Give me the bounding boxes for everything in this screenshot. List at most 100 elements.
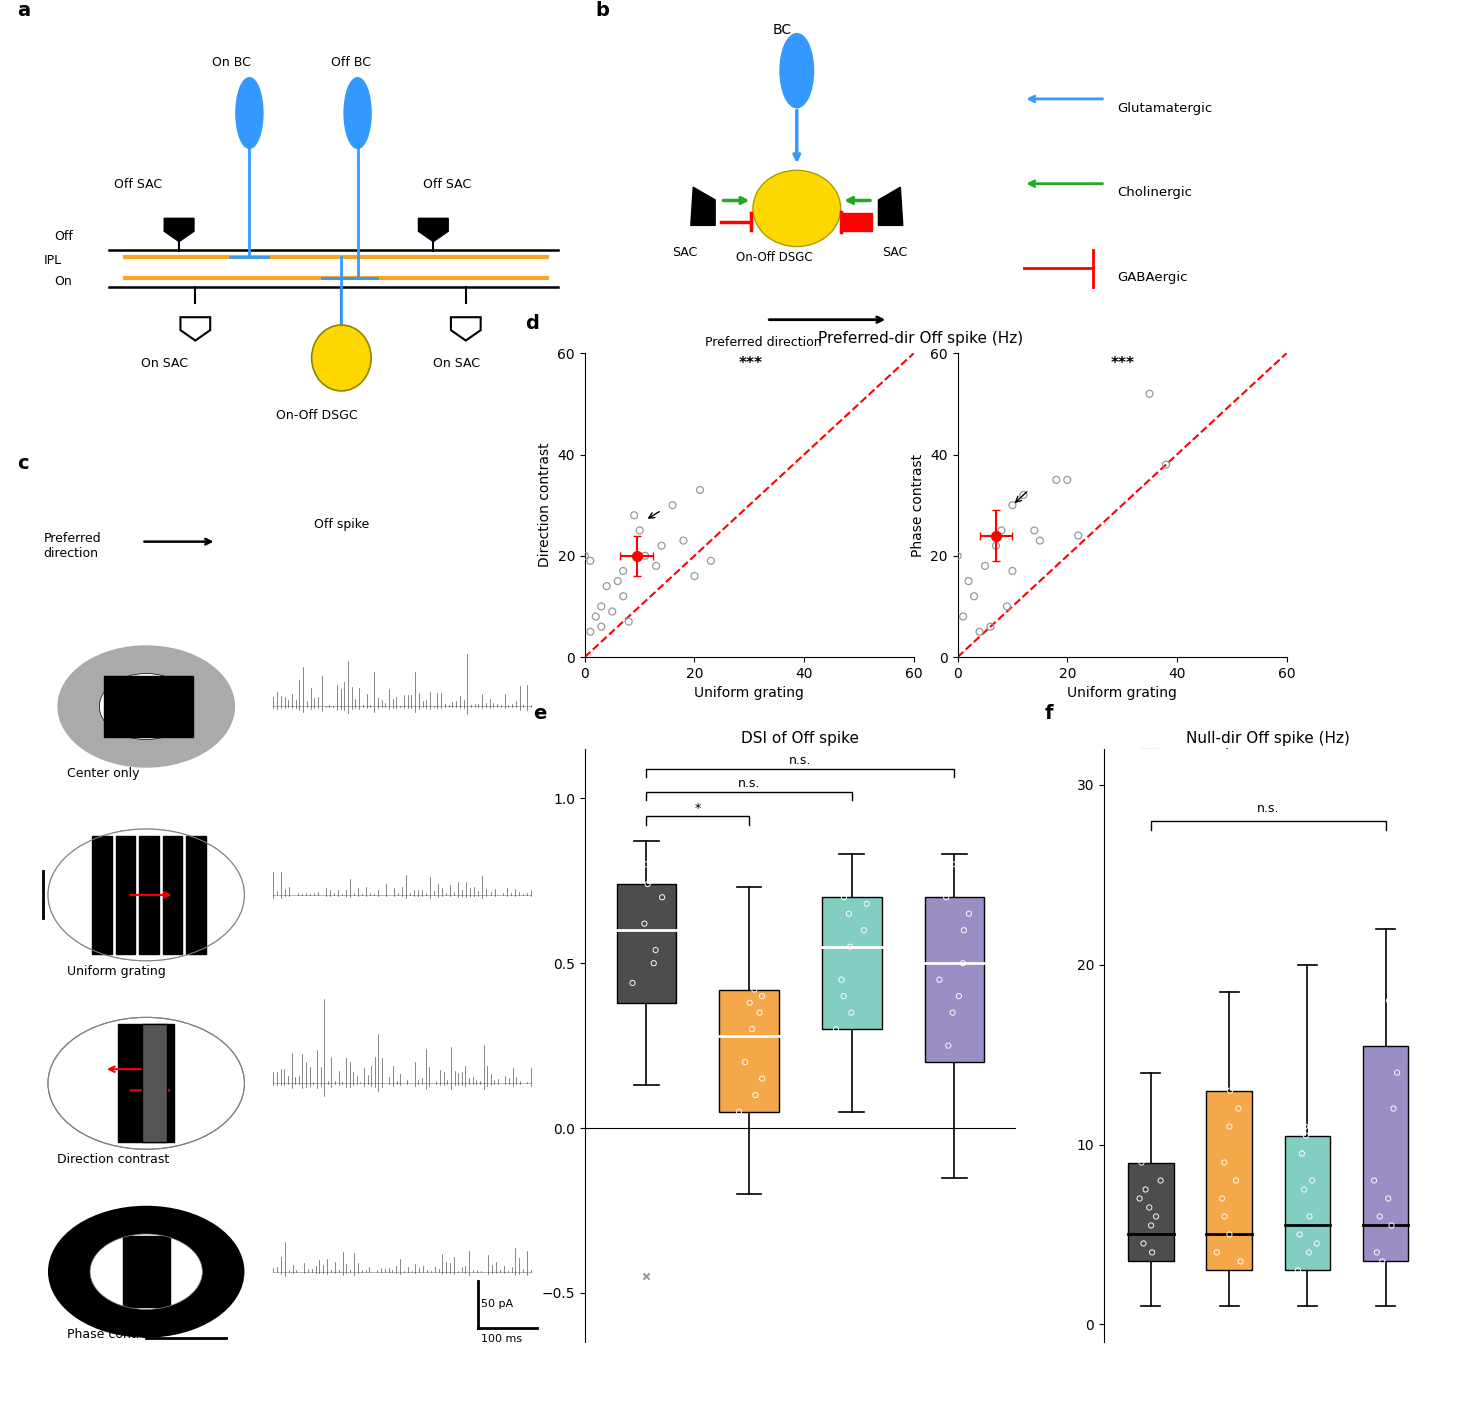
Text: Preferred
direction: Preferred direction [44, 533, 101, 560]
Text: Off SAC: Off SAC [114, 178, 162, 191]
Point [1130, 1152, 1154, 1174]
Point [1371, 1251, 1395, 1273]
Legend: Center only, Uniform grating, Direction contrast, Phase contrast: Center only, Uniform grating, Direction … [1135, 743, 1278, 822]
Point [1300, 1169, 1323, 1191]
Point [947, 985, 971, 1007]
Text: On SAC: On SAC [433, 357, 481, 370]
Point [734, 1051, 757, 1074]
Point [855, 893, 879, 916]
Text: BC: BC [772, 23, 791, 37]
Point [727, 1101, 750, 1123]
Point [1044, 469, 1067, 492]
Point [1149, 1169, 1173, 1191]
Point [952, 605, 975, 627]
Text: SAC: SAC [673, 246, 697, 259]
Point [1149, 1259, 1173, 1282]
Polygon shape [418, 219, 449, 242]
Polygon shape [164, 219, 194, 242]
Text: Cholinergic: Cholinergic [1117, 187, 1193, 199]
Point [744, 1084, 768, 1106]
Text: IPL: IPL [44, 254, 61, 267]
Ellipse shape [57, 646, 235, 767]
Point [1155, 454, 1178, 476]
Point [643, 938, 667, 961]
Point [1288, 1224, 1311, 1246]
Point [1211, 1187, 1234, 1210]
Point [607, 569, 630, 592]
Point [830, 968, 854, 991]
Point [946, 544, 969, 567]
Point [661, 495, 684, 517]
Point [585, 605, 608, 627]
Point [629, 519, 652, 541]
Text: On BC: On BC [212, 57, 250, 69]
Point [1230, 1251, 1253, 1273]
Point [956, 569, 980, 592]
Text: 100 ms: 100 ms [481, 1334, 522, 1344]
X-axis label: Uniform grating: Uniform grating [694, 687, 804, 701]
FancyBboxPatch shape [123, 1236, 170, 1307]
Point [832, 985, 855, 1007]
Point [617, 610, 640, 633]
Title: DSI of Off spike: DSI of Off spike [741, 732, 860, 746]
Ellipse shape [235, 78, 263, 148]
Point [651, 886, 674, 909]
Point [838, 903, 861, 926]
Bar [1129, 1163, 1174, 1262]
FancyBboxPatch shape [186, 836, 206, 954]
Text: c: c [18, 454, 29, 473]
Point [1132, 1232, 1155, 1255]
Text: Off: Off [54, 230, 73, 243]
Text: Off SAC: Off SAC [423, 178, 471, 191]
Point [846, 859, 870, 882]
Polygon shape [450, 317, 481, 341]
Point [689, 479, 712, 502]
Point [1056, 469, 1079, 492]
Bar [719, 989, 779, 1112]
Bar [822, 897, 882, 1029]
FancyBboxPatch shape [841, 212, 873, 230]
Text: Preferred-dir Off spike (Hz): Preferred-dir Off spike (Hz) [819, 331, 1023, 346]
Ellipse shape [99, 674, 193, 739]
Point [1127, 1187, 1151, 1210]
Text: b: b [596, 0, 610, 20]
Point [589, 615, 613, 637]
Point [1377, 989, 1401, 1012]
Text: ***: *** [1111, 356, 1135, 372]
Text: 50 pA: 50 pA [481, 1299, 513, 1308]
Text: Phase contrast: Phase contrast [67, 1328, 159, 1341]
Point [1137, 1197, 1161, 1219]
Bar [1285, 1136, 1330, 1270]
Point [1380, 1214, 1404, 1236]
Text: f: f [1044, 704, 1053, 723]
Point [595, 575, 618, 598]
Text: SAC: SAC [882, 246, 908, 259]
Text: On: On [54, 276, 73, 288]
Text: a: a [16, 0, 29, 20]
Text: Glutamatergic: Glutamatergic [1117, 102, 1213, 114]
Point [1377, 1187, 1401, 1210]
Point [747, 1002, 770, 1024]
Point [958, 903, 981, 926]
Ellipse shape [781, 34, 813, 107]
Point [1012, 483, 1035, 506]
Point [635, 853, 658, 876]
Point [1306, 1232, 1329, 1255]
Text: Center only: Center only [67, 767, 139, 780]
Point [743, 978, 766, 1000]
Text: On-Off DSGC: On-Off DSGC [276, 410, 358, 422]
Point [1145, 1205, 1168, 1228]
Bar [924, 897, 984, 1063]
Point [839, 1002, 863, 1024]
Point [1000, 495, 1023, 517]
Y-axis label: Direction contrast: Direction contrast [538, 442, 551, 568]
Text: Off BC: Off BC [330, 57, 370, 69]
Text: d: d [526, 314, 539, 333]
Point [1294, 1115, 1317, 1137]
Y-axis label: Phase contrast: Phase contrast [911, 454, 924, 557]
Point [942, 853, 965, 876]
Point [601, 601, 624, 623]
Point [611, 585, 635, 608]
Text: Uniform grating: Uniform grating [67, 965, 165, 978]
Polygon shape [879, 187, 902, 225]
